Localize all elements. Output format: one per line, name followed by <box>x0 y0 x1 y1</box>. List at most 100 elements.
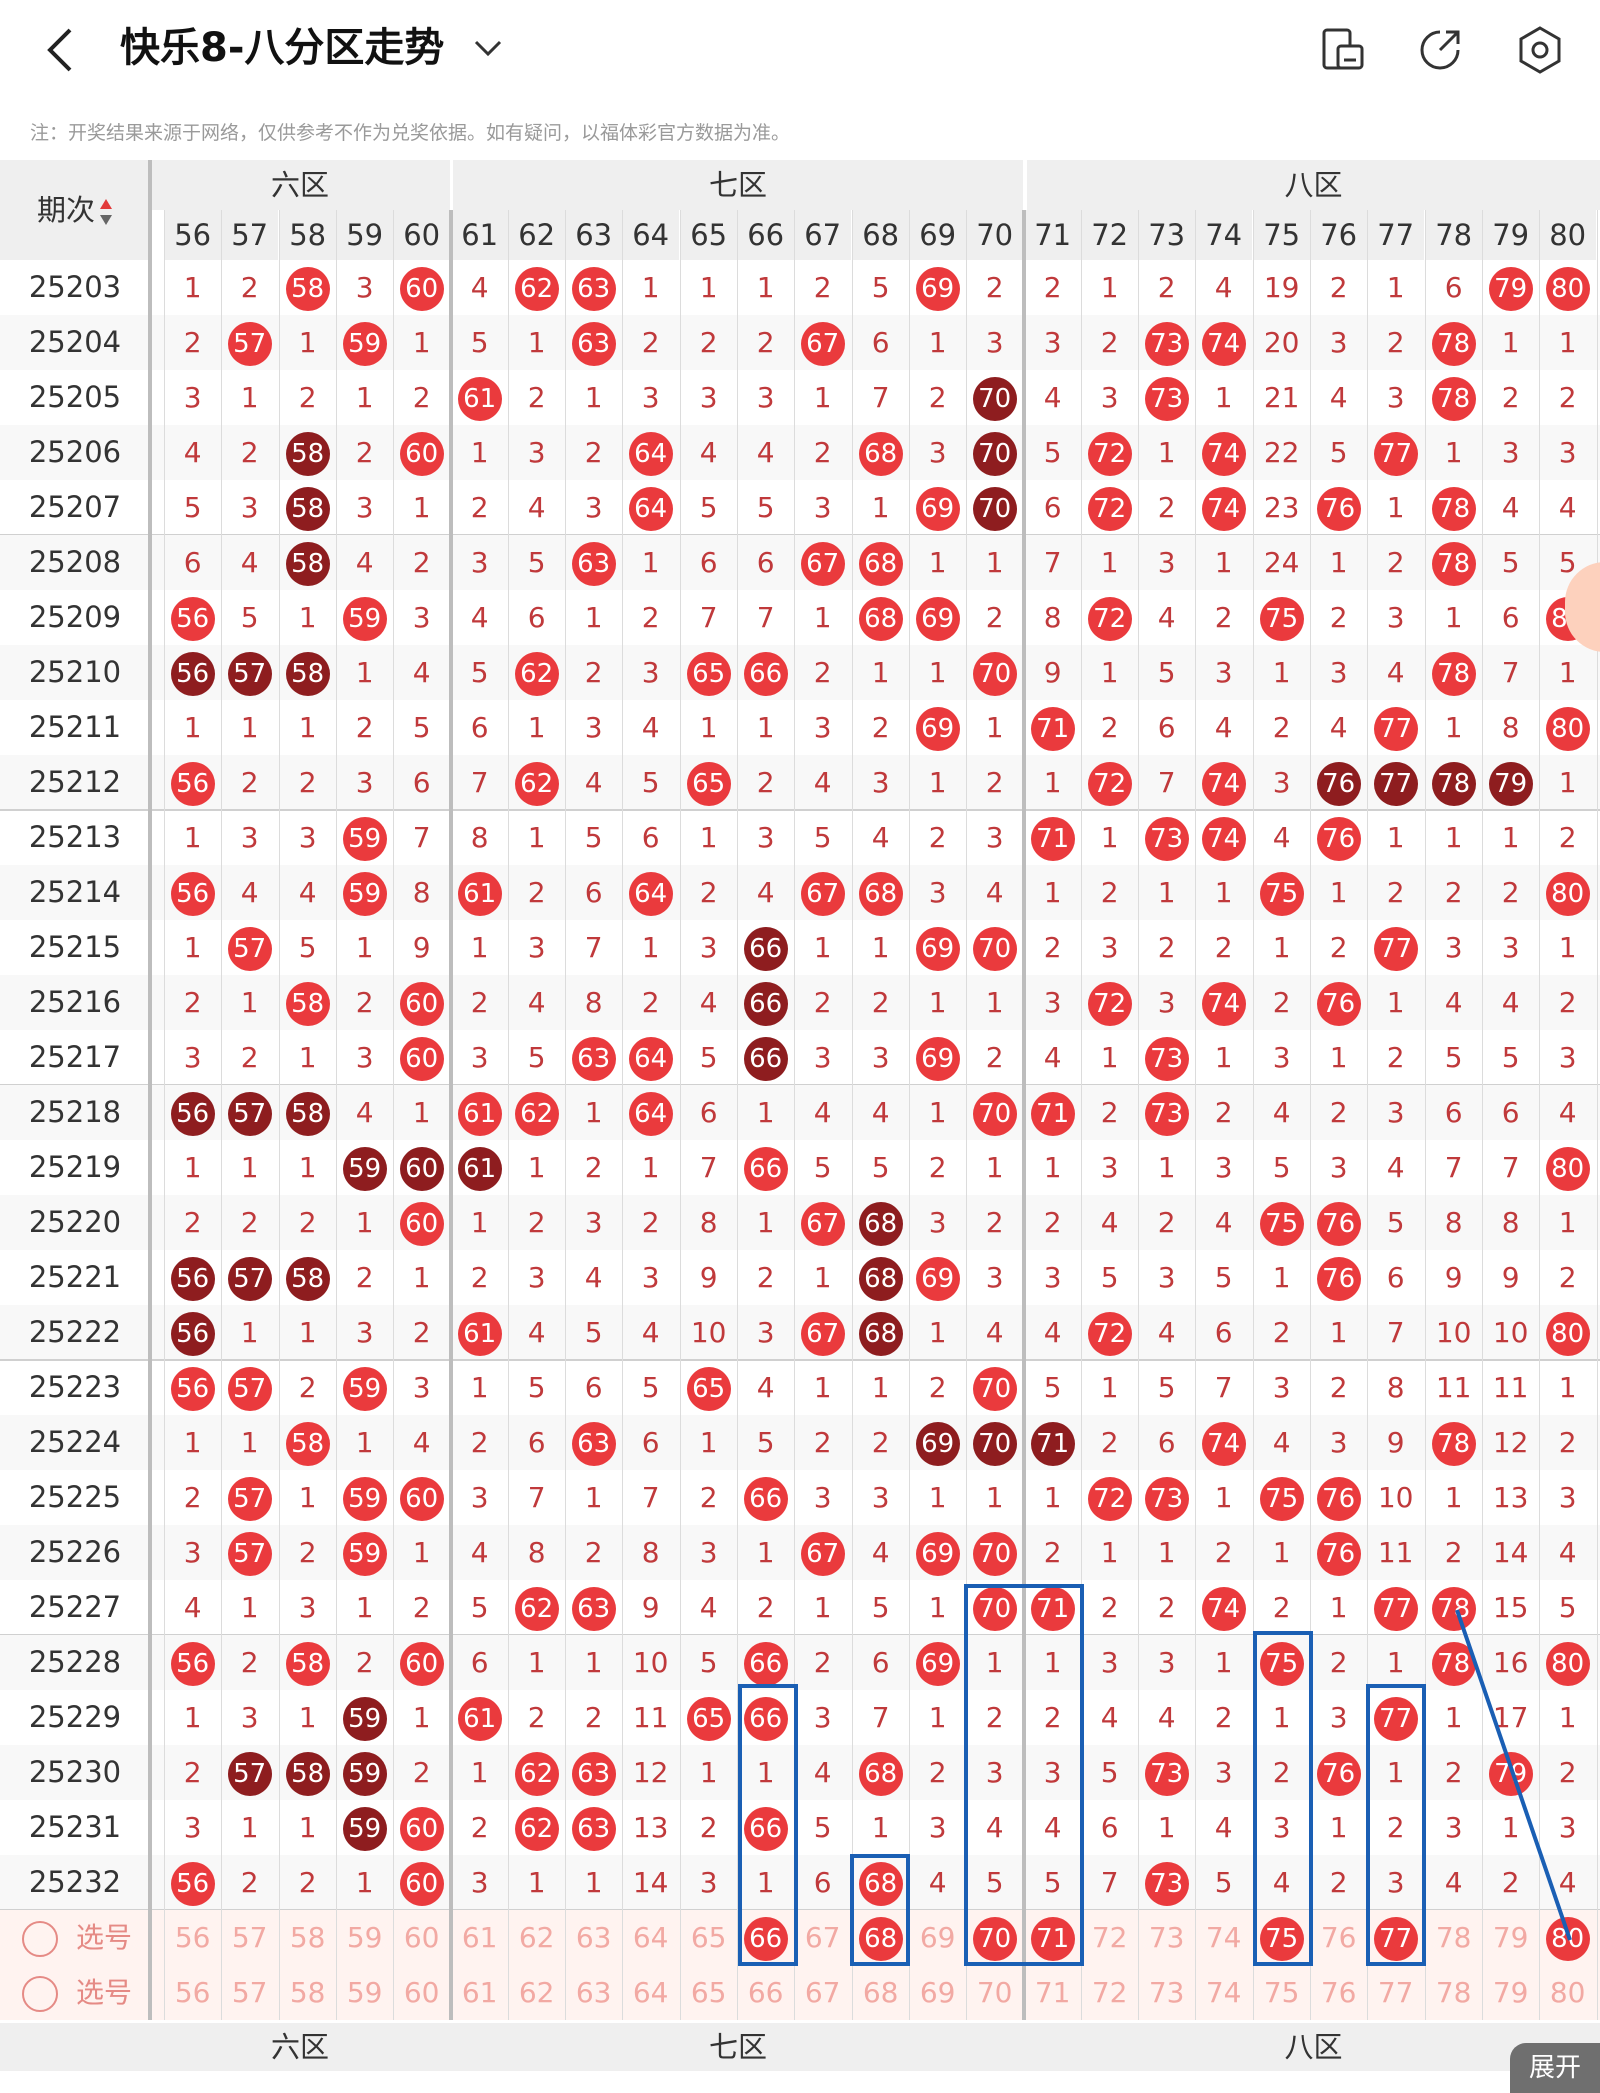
select-number-61[interactable]: 61 <box>461 1921 498 1954</box>
miss-count: 2 <box>813 1646 832 1679</box>
miss-count: 1 <box>641 546 660 579</box>
miss-count: 4 <box>699 1591 718 1624</box>
drawn-ball: 70 <box>966 645 1023 700</box>
disclaimer-note: 注：开奖结果来源于网络，仅供参考不作为兑奖依据。如有疑问，以福体彩官方数据为准。 <box>30 122 791 144</box>
select-number-73[interactable]: 73 <box>1148 1921 1185 1954</box>
trend-table: 期次 六区 七区 八区 56 57 58 59 60 61 62 63 64 65 66 67 68 69… <box>0 160 1600 2093</box>
select-number-64[interactable]: 64 <box>632 1976 669 2009</box>
select-number-72[interactable]: 72 <box>1091 1921 1128 1954</box>
miss-count: 7 <box>871 1701 890 1734</box>
select-toggle[interactable]: 选号 <box>18 1910 148 1965</box>
select-number-68[interactable]: 68 <box>852 1910 909 1965</box>
select-number-79[interactable]: 79 <box>1492 1921 1529 1954</box>
drawn-ball: 56 <box>164 1635 221 1690</box>
select-number-59[interactable]: 59 <box>346 1976 383 2009</box>
select-number-63[interactable]: 63 <box>575 1976 612 2009</box>
select-number-58[interactable]: 58 <box>289 1976 326 2009</box>
select-number-76[interactable]: 76 <box>1320 1976 1357 2009</box>
select-number-80[interactable]: 80 <box>1539 1910 1596 1965</box>
miss-count: 3 <box>1329 656 1348 689</box>
drawn-ball: 56 <box>164 1855 221 1910</box>
radio-icon[interactable] <box>22 1921 58 1957</box>
select-number-62[interactable]: 62 <box>518 1976 555 2009</box>
select-number-70[interactable]: 70 <box>976 1976 1013 2009</box>
period-number: 25206 <box>28 435 122 469</box>
select-number-74[interactable]: 74 <box>1205 1976 1242 2009</box>
miss-count: 2 <box>1272 1591 1291 1624</box>
screen-icon[interactable] <box>1318 24 1370 76</box>
select-number-69[interactable]: 69 <box>919 1976 956 2009</box>
select-number-73[interactable]: 73 <box>1148 1976 1185 2009</box>
chevron-down-icon[interactable] <box>470 30 506 66</box>
sort-icon[interactable] <box>99 197 113 227</box>
select-number-65[interactable]: 65 <box>690 1921 727 1954</box>
miss-count: 9 <box>412 931 431 964</box>
expand-button[interactable]: 展开 <box>1510 2043 1600 2093</box>
select-label: 选号 <box>76 1921 133 1954</box>
select-number-60[interactable]: 60 <box>403 1976 440 2009</box>
drawn-ball: 80 <box>1539 700 1596 755</box>
select-number-72[interactable]: 72 <box>1091 1976 1128 2009</box>
select-number-74[interactable]: 74 <box>1205 1921 1242 1954</box>
drawn-ball: 60 <box>393 260 450 315</box>
period-header[interactable]: 期次 <box>0 160 150 260</box>
radio-icon[interactable] <box>22 1976 58 2012</box>
miss-count: 2 <box>1214 931 1233 964</box>
select-number-71[interactable]: 71 <box>1034 1976 1071 2009</box>
miss-count: 6 <box>1501 601 1520 634</box>
select-number-57[interactable]: 57 <box>231 1976 268 2009</box>
select-number-58[interactable]: 58 <box>289 1921 326 1954</box>
miss-count: 4 <box>1558 1536 1577 1569</box>
miss-count: 1 <box>928 656 947 689</box>
select-number-77[interactable]: 77 <box>1367 1910 1424 1965</box>
select-number-75[interactable]: 75 <box>1253 1910 1310 1965</box>
drawn-ball: 69 <box>909 1635 966 1690</box>
column-header-74: 74 <box>1195 210 1253 260</box>
select-number-76[interactable]: 76 <box>1320 1921 1357 1954</box>
select-number-69[interactable]: 69 <box>919 1921 956 1954</box>
miss-count: 3 <box>699 381 718 414</box>
select-number-67[interactable]: 67 <box>804 1976 841 2009</box>
select-number-60[interactable]: 60 <box>403 1921 440 1954</box>
select-number-65[interactable]: 65 <box>690 1976 727 2009</box>
select-number-78[interactable]: 78 <box>1435 1921 1472 1954</box>
select-number-57[interactable]: 57 <box>231 1921 268 1954</box>
drawn-ball: 72 <box>1081 755 1138 810</box>
select-number-56[interactable]: 56 <box>174 1976 211 2009</box>
select-number-66[interactable]: 66 <box>747 1976 784 2009</box>
drawn-ball: 76 <box>1310 755 1367 810</box>
miss-count: 3 <box>1100 1151 1119 1184</box>
chevron-left-icon[interactable] <box>40 22 84 78</box>
select-number-70[interactable]: 70 <box>966 1910 1023 1965</box>
select-number-78[interactable]: 78 <box>1435 1976 1472 2009</box>
drawn-ball: 56 <box>164 865 221 920</box>
table-row: 25208 6 4 58 4 2 3 5 63 1 6 6 67 68 1 1 7 1 3 1 24 1 2 78 5 5 <box>0 535 1600 590</box>
select-number-66[interactable]: 66 <box>737 1910 794 1965</box>
miss-count: 5 <box>1214 1866 1233 1899</box>
miss-count: 1 <box>298 1811 317 1844</box>
miss-count: 3 <box>1043 326 1062 359</box>
select-number-67[interactable]: 67 <box>804 1921 841 1954</box>
select-toggle[interactable]: 选号 <box>18 1965 148 2020</box>
select-number-71[interactable]: 71 <box>1024 1910 1081 1965</box>
select-number-56[interactable]: 56 <box>174 1921 211 1954</box>
select-number-68[interactable]: 68 <box>862 1976 899 2009</box>
select-number-75[interactable]: 75 <box>1263 1976 1300 2009</box>
select-number-77[interactable]: 77 <box>1377 1976 1414 2009</box>
share-icon[interactable] <box>1414 24 1466 76</box>
select-number-59[interactable]: 59 <box>346 1921 383 1954</box>
miss-count: 2 <box>183 1756 202 1789</box>
select-number-63[interactable]: 63 <box>575 1921 612 1954</box>
select-number-79[interactable]: 79 <box>1492 1976 1529 2009</box>
drawn-ball: 74 <box>1195 1580 1252 1635</box>
settings-icon[interactable] <box>1514 24 1566 76</box>
drawn-ball: 78 <box>1425 1415 1482 1470</box>
miss-count: 4 <box>928 1866 947 1899</box>
select-number-61[interactable]: 61 <box>461 1976 498 2009</box>
zone-six-header: 六区 <box>150 160 450 210</box>
miss-count: 3 <box>985 326 1004 359</box>
select-number-80[interactable]: 80 <box>1549 1976 1586 2009</box>
select-number-64[interactable]: 64 <box>632 1921 669 1954</box>
select-number-62[interactable]: 62 <box>518 1921 555 1954</box>
miss-count: 2 <box>1214 1096 1233 1129</box>
